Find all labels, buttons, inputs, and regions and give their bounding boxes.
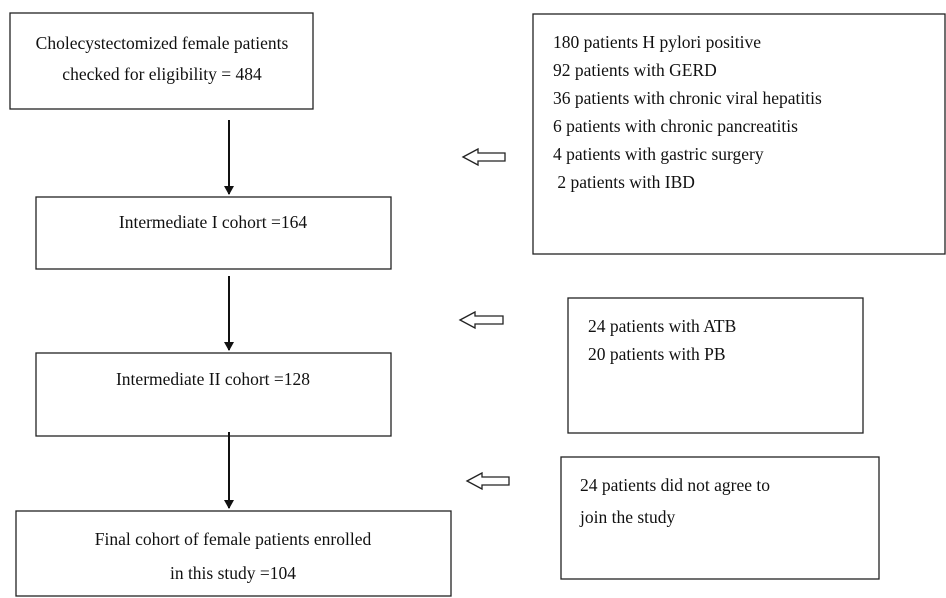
exclusion-text: 6 patients with chronic pancreatitis	[553, 116, 798, 136]
exclusion-text: 180 patients H pylori positive	[553, 32, 761, 52]
node-box	[35, 352, 392, 437]
exclusion-box	[560, 456, 880, 580]
node-text: in this study =104	[170, 563, 296, 583]
node-text: Final cohort of female patients enrolled	[95, 529, 372, 549]
exclusion-text: 24 patients with ATB	[588, 316, 736, 336]
exclusion-arrow	[465, 471, 510, 491]
node-text: Intermediate I cohort =164	[119, 212, 307, 232]
exclusion-box	[532, 13, 946, 255]
exclusion-arrow	[458, 310, 504, 330]
exclusion-text: 24 patients did not agree to	[580, 475, 770, 495]
node-box	[15, 510, 452, 597]
exclusion-arrow	[461, 147, 506, 167]
exclusion-text: join the study	[579, 507, 676, 527]
node-text: checked for eligibility = 484	[62, 64, 262, 84]
exclusion-text: 36 patients with chronic viral hepatitis	[553, 88, 822, 108]
exclusion-text: 92 patients with GERD	[553, 60, 717, 80]
node-box	[9, 12, 314, 110]
exclusion-text: 2 patients with IBD	[553, 172, 695, 192]
node-text: Cholecystectomized female patients	[36, 33, 289, 53]
exclusion-box	[567, 297, 864, 434]
exclusion-text: 20 patients with PB	[588, 344, 726, 364]
node-text: Intermediate II cohort =128	[116, 369, 310, 389]
exclusion-text: 4 patients with gastric surgery	[553, 144, 764, 164]
node-box	[35, 196, 392, 270]
